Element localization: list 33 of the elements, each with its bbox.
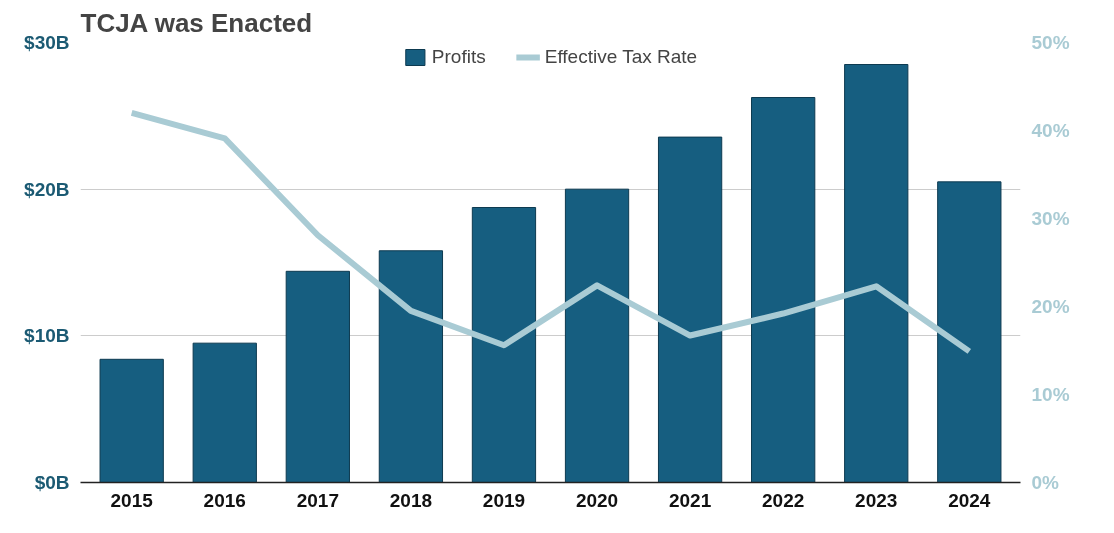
bar bbox=[751, 97, 816, 483]
x-tick-label: 2021 bbox=[668, 489, 712, 511]
y2-tick-label: 20% bbox=[1031, 296, 1070, 317]
bar bbox=[192, 342, 257, 483]
y-tick-label: $0B bbox=[34, 472, 70, 493]
bar bbox=[471, 207, 537, 483]
y-tick-label: $10B bbox=[24, 325, 70, 347]
y2-tick-label: 10% bbox=[1031, 384, 1070, 405]
x-tick-label: 2015 bbox=[110, 489, 154, 511]
y2-tick-label: 50% bbox=[1031, 32, 1070, 53]
bar bbox=[657, 136, 723, 483]
y2-tick-label: 30% bbox=[1031, 208, 1070, 229]
bar bbox=[99, 358, 164, 483]
x-tick-label: 2022 bbox=[762, 489, 805, 511]
bar bbox=[844, 64, 909, 483]
chart-title: TCJA was Enacted bbox=[80, 7, 313, 38]
x-tick-label: 2017 bbox=[296, 489, 339, 511]
legend-label: Profits bbox=[431, 46, 486, 68]
x-tick-label: 2019 bbox=[482, 489, 526, 511]
y2-tick-label: 0% bbox=[1031, 472, 1060, 493]
bar bbox=[378, 250, 444, 483]
x-tick-label: 2016 bbox=[203, 489, 246, 511]
x-tick-label: 2018 bbox=[389, 489, 433, 511]
y-tick-label: $30B bbox=[24, 32, 70, 53]
x-tick-label: 2023 bbox=[855, 489, 898, 511]
y2-tick-label: 40% bbox=[1031, 120, 1070, 141]
bar bbox=[285, 270, 350, 483]
x-tick-label: 2020 bbox=[575, 489, 619, 511]
bar bbox=[937, 181, 1002, 483]
y-tick-label: $20B bbox=[24, 178, 70, 200]
legend-label: Effective Tax Rate bbox=[544, 46, 698, 68]
x-tick-label: 2024 bbox=[948, 489, 991, 511]
bar bbox=[564, 188, 630, 483]
